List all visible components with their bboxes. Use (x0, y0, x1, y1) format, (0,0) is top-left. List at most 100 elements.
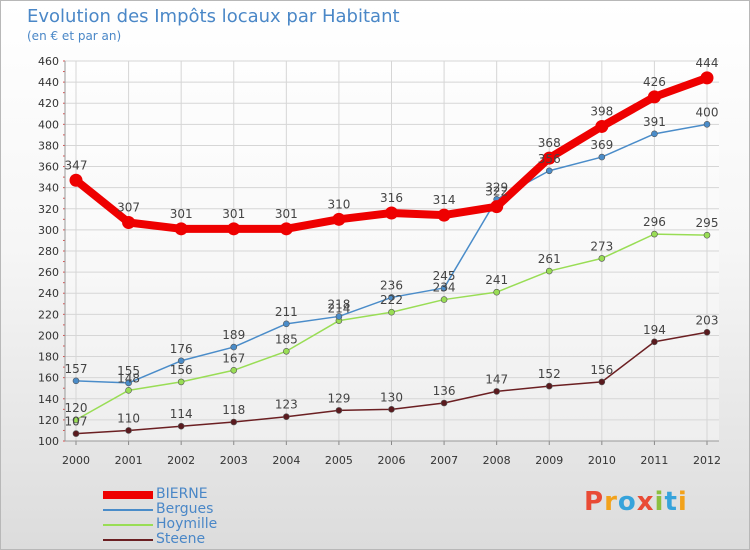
data-label-bierne: 301 (222, 207, 245, 221)
data-point-hoymille (545, 267, 553, 275)
data-label-bierne: 368 (538, 136, 561, 150)
data-label-bergues: 369 (590, 138, 613, 152)
y-tick-label: 360 (38, 161, 59, 174)
data-point-bierne (595, 119, 609, 133)
data-label-steene: 136 (433, 384, 456, 398)
data-point-bergues (72, 377, 80, 385)
data-label-hoymille: 261 (538, 252, 561, 266)
y-tick-label: 180 (38, 351, 59, 364)
data-label-bierne: 316 (380, 191, 403, 205)
y-tick-label: 100 (38, 435, 59, 448)
data-point-steene (440, 399, 448, 407)
x-tick-label: 2006 (378, 454, 406, 467)
data-point-bergues (545, 167, 553, 175)
data-point-bierne (227, 222, 241, 236)
data-label-hoymille: 296 (643, 215, 666, 229)
data-label-bierne: 307 (117, 201, 140, 215)
y-tick-label: 160 (38, 372, 59, 385)
data-point-bergues (440, 284, 448, 292)
x-tick-label: 2007 (430, 454, 458, 467)
data-point-bierne (700, 71, 714, 85)
data-label-bergues: 211 (275, 305, 298, 319)
y-tick-label: 460 (38, 55, 59, 68)
data-point-steene (493, 388, 500, 395)
data-point-bergues (388, 294, 395, 301)
data-label-steene: 114 (170, 407, 193, 421)
data-point-bierne (490, 200, 504, 214)
data-label-bierne: 322 (485, 185, 508, 199)
data-point-hoymille (177, 378, 185, 386)
data-label-bierne: 444 (696, 56, 719, 70)
x-tick-label: 2011 (640, 454, 668, 467)
data-point-bierne (542, 151, 556, 165)
legend-swatch-bierne (103, 491, 153, 499)
y-tick-label: 400 (38, 118, 59, 131)
data-label-hoymille: 214 (327, 302, 350, 316)
x-tick-label: 2004 (272, 454, 300, 467)
data-point-steene (177, 422, 185, 430)
y-tick-label: 120 (38, 414, 59, 427)
data-point-steene (545, 382, 553, 390)
data-point-steene (388, 406, 395, 413)
data-point-bergues (125, 379, 132, 387)
data-label-bergues: 236 (380, 278, 403, 292)
data-point-steene (283, 413, 290, 421)
data-point-steene (72, 430, 80, 437)
legend-swatch-hoymille (103, 524, 153, 526)
data-point-steene (651, 338, 658, 346)
data-label-bergues: 218 (327, 297, 350, 311)
data-point-bergues (283, 320, 290, 328)
data-label-steene: 152 (538, 367, 561, 381)
data-point-bierne (647, 90, 661, 104)
y-tick-label: 280 (38, 245, 59, 258)
legend-swatch-bergues (103, 509, 153, 511)
data-label-bierne: 310 (327, 197, 350, 211)
data-point-bergues (598, 153, 606, 161)
legend-label-bierne: BIERNE (156, 486, 208, 502)
data-point-bierne (174, 222, 188, 236)
data-point-bergues (230, 343, 238, 351)
data-label-hoymille: 222 (380, 293, 403, 307)
legend-label-steene: Steene (156, 531, 206, 547)
x-tick-label: 2012 (693, 454, 721, 467)
data-point-hoymille (230, 366, 238, 374)
data-label-bergues: 155 (117, 364, 140, 378)
y-tick-label: 220 (38, 308, 59, 321)
data-label-steene: 194 (643, 323, 666, 337)
legend-label-hoymille: Hoymille (156, 516, 218, 532)
data-point-hoymille (388, 308, 395, 316)
data-label-hoymille: 241 (485, 273, 508, 287)
data-label-steene: 156 (590, 363, 613, 377)
y-tick-label: 320 (38, 203, 59, 216)
data-point-hoymille (125, 387, 132, 394)
logo-letter: t (664, 487, 678, 517)
data-point-bergues (651, 130, 658, 138)
data-label-steene: 107 (65, 415, 88, 429)
y-tick-label: 340 (38, 182, 59, 195)
proxiti-logo: Proxiti (584, 487, 688, 517)
data-point-hoymille (651, 230, 658, 238)
x-tick-label: 2000 (62, 454, 90, 467)
logo-letter: r (604, 487, 618, 517)
x-tick-label: 2010 (588, 454, 616, 467)
legend-label-bergues: Bergues (156, 501, 214, 517)
y-tick-label: 260 (38, 266, 59, 279)
x-tick-label: 2003 (220, 454, 248, 467)
data-point-bierne (279, 222, 293, 236)
data-label-hoymille: 120 (65, 401, 88, 415)
data-label-hoymille: 156 (170, 363, 193, 377)
logo-letter: P (584, 487, 605, 517)
data-label-steene: 118 (222, 403, 245, 417)
data-label-bergues: 400 (696, 105, 719, 119)
data-point-bierne (437, 208, 451, 222)
y-tick-label: 440 (38, 76, 59, 89)
data-label-bergues: 329 (485, 180, 508, 194)
data-point-bierne (69, 173, 83, 187)
data-label-steene: 147 (485, 372, 508, 386)
data-point-hoymille (72, 416, 80, 424)
y-tick-label: 240 (38, 287, 59, 300)
data-label-steene: 130 (380, 390, 403, 404)
data-label-hoymille: 185 (275, 332, 298, 346)
logo-letter: x (636, 487, 655, 517)
